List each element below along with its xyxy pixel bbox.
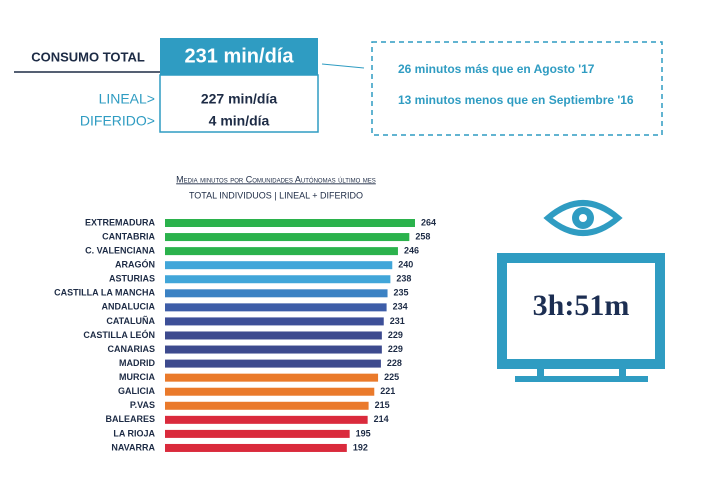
tv-icon	[497, 253, 665, 382]
category-label: CANARIAS	[107, 344, 155, 354]
bar	[165, 219, 415, 227]
breakdown-box	[159, 74, 319, 133]
bar	[165, 345, 382, 354]
category-label: MURCIA	[119, 372, 155, 382]
value-label: 228	[387, 358, 402, 368]
value-label: 234	[393, 302, 408, 312]
category-label: LA RIOJA	[113, 428, 155, 438]
comparison-box	[371, 41, 663, 136]
bar	[165, 289, 388, 298]
bar	[165, 359, 381, 368]
category-label: ANDALUCIA	[102, 302, 156, 312]
value-label: 192	[353, 442, 368, 452]
comparison: 26 minutos más que en Agosto '17	[398, 62, 595, 76]
category-label: CASTILLA LEÓN	[83, 329, 155, 340]
value-label: 240	[398, 260, 413, 270]
bar	[165, 415, 368, 424]
category-label: CASTILLA LA MANCHA	[54, 288, 155, 298]
diferido-value: 4 min/día	[209, 113, 270, 129]
chart-title: Media minutos por Comunidades Autónomas …	[176, 174, 376, 184]
bar	[165, 373, 379, 382]
tv-time: 3h:51m	[533, 289, 630, 322]
bar	[165, 387, 375, 396]
diferido-label: DIFERIDO>	[80, 113, 155, 129]
category-label: ASTURIAS	[109, 274, 155, 284]
value-label: 238	[396, 274, 411, 284]
category-label: BALEARES	[105, 414, 155, 424]
category-label: NAVARRA	[111, 442, 155, 452]
value-label: 215	[375, 400, 390, 410]
total-value: 231 min/día	[185, 45, 295, 67]
connector	[321, 63, 365, 69]
bar	[165, 233, 410, 242]
value-label: 258	[415, 231, 430, 241]
bar	[165, 317, 384, 326]
category-label: GALICIA	[118, 386, 155, 396]
value-label: 246	[404, 245, 419, 255]
category-label: CATALUÑA	[106, 316, 155, 326]
category-label: ARAGÓN	[115, 259, 155, 270]
bar	[165, 247, 398, 256]
comparison: 13 minutos menos que en Septiembre '16	[398, 93, 634, 107]
category-label: MADRID	[119, 358, 155, 368]
value-label: 229	[388, 330, 403, 340]
category-label: CANTABRIA	[102, 231, 155, 241]
value-label: 195	[356, 428, 371, 438]
value-label: 231	[390, 316, 405, 326]
value-label: 264	[421, 217, 436, 227]
eye-icon	[543, 200, 623, 236]
value-label: 221	[380, 386, 395, 396]
chart-subtitle: TOTAL INDIVIDUOS | LINEAL + DIFERIDO	[189, 190, 363, 200]
bar	[165, 443, 347, 452]
bar	[165, 275, 391, 284]
value-label: 235	[394, 288, 409, 298]
bar	[165, 401, 369, 410]
value-label: 229	[388, 344, 403, 354]
category-label: C. VALENCIANA	[85, 245, 155, 255]
category-label: P.VAS	[130, 400, 155, 410]
value-label: 214	[374, 414, 389, 424]
total-label: CONSUMO TOTAL	[31, 49, 145, 64]
bar	[165, 261, 393, 270]
total-box	[160, 38, 318, 75]
lineal-value: 227 min/día	[201, 91, 277, 107]
bar	[165, 303, 387, 312]
bar	[165, 331, 382, 340]
bar	[165, 429, 350, 438]
lineal-label: LINEAL>	[99, 91, 155, 107]
value-label: 225	[384, 372, 399, 382]
category-label: EXTREMADURA	[85, 217, 156, 227]
